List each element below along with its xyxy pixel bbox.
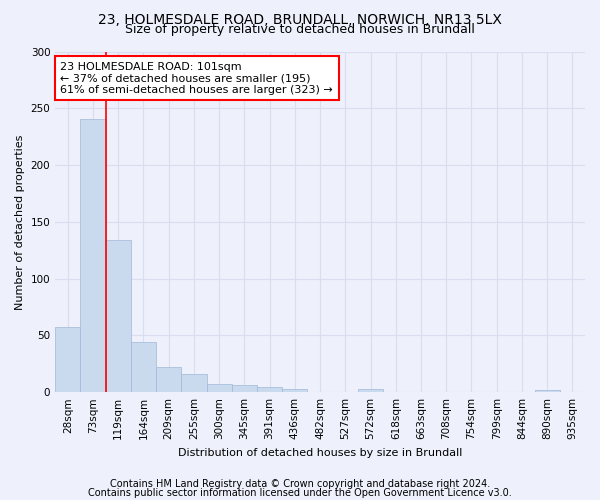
Bar: [80, 118, 106, 392]
Bar: [232, 386, 257, 392]
Bar: [282, 389, 307, 392]
Bar: [55, 328, 80, 392]
Text: Contains public sector information licensed under the Open Government Licence v3: Contains public sector information licen…: [88, 488, 512, 498]
Y-axis label: Number of detached properties: Number of detached properties: [15, 134, 25, 310]
Text: 23 HOLMESDALE ROAD: 101sqm
← 37% of detached houses are smaller (195)
61% of sem: 23 HOLMESDALE ROAD: 101sqm ← 37% of deta…: [61, 62, 333, 95]
Bar: [156, 367, 181, 392]
X-axis label: Distribution of detached houses by size in Brundall: Distribution of detached houses by size …: [178, 448, 462, 458]
Text: 23, HOLMESDALE ROAD, BRUNDALL, NORWICH, NR13 5LX: 23, HOLMESDALE ROAD, BRUNDALL, NORWICH, …: [98, 12, 502, 26]
Bar: [181, 374, 206, 392]
Text: Contains HM Land Registry data © Crown copyright and database right 2024.: Contains HM Land Registry data © Crown c…: [110, 479, 490, 489]
Bar: [206, 384, 232, 392]
Bar: [358, 389, 383, 392]
Bar: [257, 386, 282, 392]
Text: Size of property relative to detached houses in Brundall: Size of property relative to detached ho…: [125, 22, 475, 36]
Bar: [535, 390, 560, 392]
Bar: [131, 342, 156, 392]
Bar: [106, 240, 131, 392]
